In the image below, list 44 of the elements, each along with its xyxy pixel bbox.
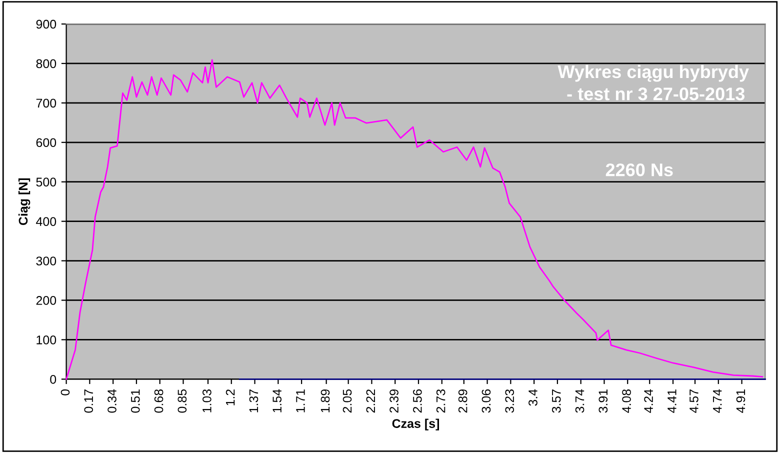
x-tick-label: 0.17 [84,390,94,413]
annotation: 2260 Ns [606,163,673,176]
x-tick-label: 2.05 [342,389,352,413]
x-tick-label: 0.34 [108,389,116,413]
y-tick-label: 300 [36,256,56,266]
x-tick-label: 1.37 [249,390,258,412]
x-tick-label: 2.89 [458,389,468,413]
x-tick-label: 4.74 [713,389,722,413]
x-tick-label: 2.39 [390,389,398,413]
x-tick-label: 2.56 [412,389,422,413]
x-tick-label: 0.51 [130,389,140,413]
x-tick-label: 4.57 [690,390,698,413]
x-tick-label: 1.89 [320,389,330,412]
x-tick-label: 4.41 [668,389,676,413]
y-tick-label: 500 [36,178,56,187]
x-tick-label: 0.85 [178,389,187,413]
x-tick-label: 3.06 [482,389,491,413]
x-tick-label: 1.2 [226,390,235,406]
y-tick-label: 400 [36,217,56,226]
x-tick-label: 1.54 [272,389,282,412]
x-tick-label: 3.57 [552,390,561,413]
y-tick-label: 800 [36,59,56,68]
x-tick-label: 3.23 [505,389,514,413]
x-tick-label: 4.91 [736,389,746,413]
x-tick-label: 4.24 [644,389,653,413]
y-axis-title: Ciąg [N] [18,178,30,226]
x-tick-label: 0 [60,389,70,396]
y-tick-label: 0 [50,374,56,384]
x-tick-label: 3.74 [575,389,584,413]
x-tick-label: 0.68 [154,389,164,413]
y-tick-label: 200 [36,296,56,305]
x-tick-label: 3.91 [598,389,608,413]
x-axis-title: Czas [s] [392,418,440,430]
x-tick-label: 2.73 [436,389,446,413]
x-tick-label: 1.71 [296,389,305,412]
y-tick-label: 700 [36,98,56,108]
text: Wykres ciągu hybrydy - test nr 3 27-05-2013 [558,64,749,100]
x-tick-label: 1.03 [202,389,212,412]
x-tick-label: 4.08 [622,389,631,413]
y-tick-label: 900 [36,20,56,29]
y-tick-label: 600 [36,138,56,148]
x-tick-label: 3.4 [528,389,538,406]
y-tick-label: 100 [36,336,56,344]
x-tick-label: 2.22 [366,390,375,413]
